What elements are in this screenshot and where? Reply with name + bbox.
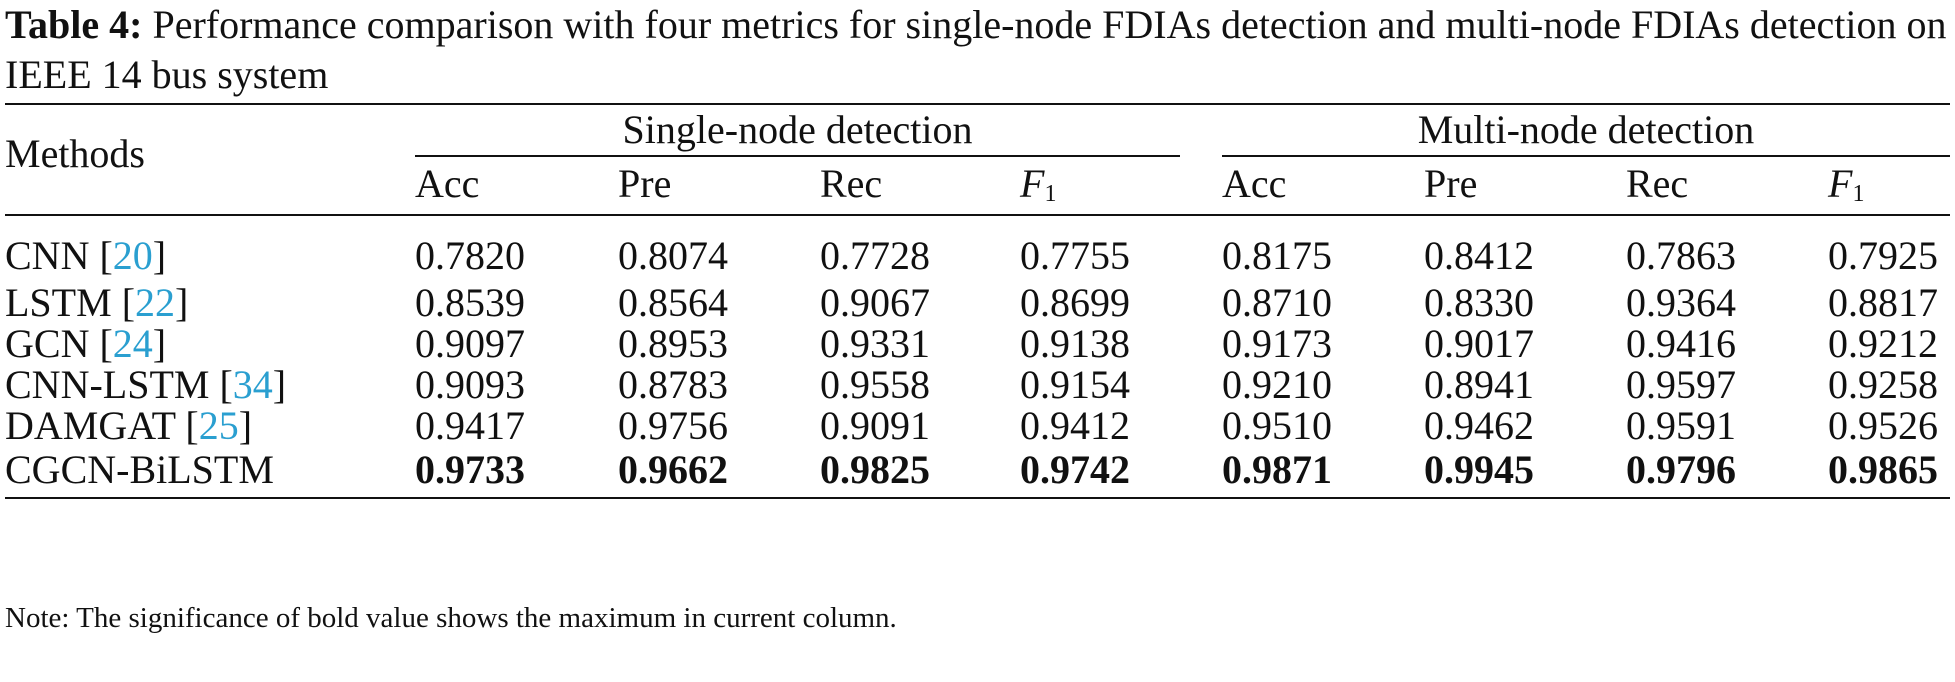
- value-cell: 0.7925: [1828, 232, 1938, 280]
- citation-link[interactable]: 22: [135, 280, 175, 325]
- single-node-group-header: Single-node detection: [415, 106, 1180, 154]
- value-cell: 0.9733: [415, 446, 525, 494]
- value-cell: 0.7863: [1626, 232, 1736, 280]
- value-cell: 0.9591: [1626, 402, 1736, 450]
- caption-label: Table 4:: [5, 2, 142, 47]
- table-caption: Table 4: Performance comparison with fou…: [5, 0, 1950, 100]
- method-name: LSTM: [5, 280, 112, 325]
- value-cell: 0.9796: [1626, 446, 1736, 494]
- method-cell: DAMGAT [25]: [5, 402, 252, 450]
- value-cell: 0.9945: [1424, 446, 1534, 494]
- value-cell: 0.9412: [1020, 402, 1130, 450]
- citation-link[interactable]: 20: [113, 233, 153, 278]
- metric-header-multi-f: F1: [1828, 160, 1864, 218]
- method-cell: CGCN-BiLSTM: [5, 446, 274, 494]
- value-cell: 0.8175: [1222, 232, 1332, 280]
- table-note: Note: The significance of bold value sho…: [5, 600, 897, 636]
- value-cell: 0.8412: [1424, 232, 1534, 280]
- value-cell: 0.9871: [1222, 446, 1332, 494]
- multi-node-group-rule: [1222, 155, 1950, 157]
- value-cell: 0.8074: [618, 232, 728, 280]
- value-cell: 0.9091: [820, 402, 930, 450]
- value-cell: 0.9526: [1828, 402, 1938, 450]
- method-name: DAMGAT: [5, 403, 175, 448]
- value-cell: 0.7755: [1020, 232, 1130, 280]
- value-cell: 0.9462: [1424, 402, 1534, 450]
- metric-header-multi-pre: Pre: [1424, 160, 1477, 208]
- citation-link[interactable]: 25: [199, 403, 239, 448]
- metric-header-single-pre: Pre: [618, 160, 671, 208]
- value-cell: 0.9756: [618, 402, 728, 450]
- single-node-group-rule: [415, 155, 1180, 157]
- metric-header-multi-acc: Acc: [1222, 160, 1286, 208]
- value-cell: 0.9865: [1828, 446, 1938, 494]
- metric-header-single-acc: Acc: [415, 160, 479, 208]
- methods-header: Methods: [5, 130, 145, 178]
- value-cell: 0.9510: [1222, 402, 1332, 450]
- multi-node-group-header: Multi-node detection: [1222, 106, 1950, 154]
- metric-header-single-rec: Rec: [820, 160, 882, 208]
- top-rule: [5, 103, 1950, 105]
- value-cell: 0.7728: [820, 232, 930, 280]
- value-cell: 0.7820: [415, 232, 525, 280]
- header-rule: [5, 214, 1950, 216]
- metric-header-single-f: F1: [1020, 160, 1056, 218]
- value-cell: 0.9417: [415, 402, 525, 450]
- method-name: CGCN-BiLSTM: [5, 447, 274, 492]
- value-cell: 0.9742: [1020, 446, 1130, 494]
- caption-text: Performance comparison with four metrics…: [5, 2, 1946, 97]
- method-name: GCN: [5, 321, 89, 366]
- method-name: CNN-LSTM: [5, 362, 209, 407]
- citation-link[interactable]: 24: [113, 321, 153, 366]
- bottom-rule: [5, 497, 1950, 499]
- citation-link[interactable]: 34: [233, 362, 273, 407]
- value-cell: 0.9662: [618, 446, 728, 494]
- metric-header-multi-rec: Rec: [1626, 160, 1688, 208]
- value-cell: 0.9825: [820, 446, 930, 494]
- method-cell: CNN [20]: [5, 232, 166, 280]
- method-name: CNN: [5, 233, 89, 278]
